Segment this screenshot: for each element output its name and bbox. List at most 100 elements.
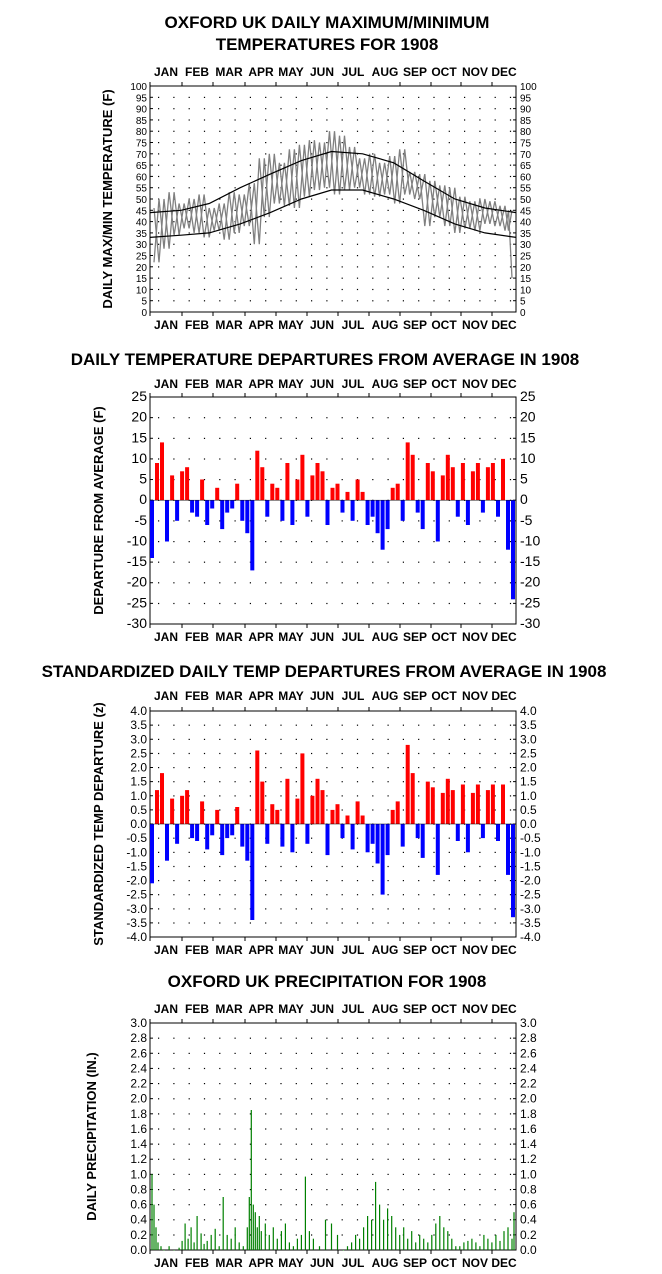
grid-dot	[234, 795, 236, 797]
grid-dot	[356, 437, 359, 439]
bar	[511, 500, 515, 600]
grid-dot	[448, 1173, 450, 1175]
grid-dot	[249, 479, 251, 481]
y-tick-label-left: 45	[136, 206, 148, 217]
grid-dot	[509, 809, 512, 811]
grid-dot	[479, 153, 481, 155]
grid-dot	[234, 724, 236, 726]
grid-dot	[479, 541, 481, 543]
y-tick-label-left: 1.4	[130, 1137, 147, 1151]
grid-dot	[494, 724, 496, 726]
plot-frame	[149, 396, 517, 625]
grid-dot	[418, 277, 420, 279]
grid-dot	[387, 865, 389, 868]
month-label-top: MAY	[278, 689, 304, 703]
bar	[351, 1242, 353, 1250]
y-axis-label: DEPARTURE FROM AVERAGE (F)	[91, 406, 106, 614]
grid-dot	[311, 300, 313, 302]
grid-dot	[494, 417, 496, 419]
grid-dot	[280, 795, 282, 797]
grid-dot	[158, 602, 160, 605]
grid-dot	[249, 1158, 251, 1160]
bar	[214, 1228, 216, 1250]
bar	[170, 475, 175, 501]
grid-dot	[173, 1052, 175, 1054]
bar	[255, 750, 260, 824]
grid-dot	[219, 164, 221, 166]
bar	[157, 1242, 159, 1250]
grid-dot	[372, 752, 374, 755]
grid-dot	[433, 243, 435, 245]
grid-dot	[249, 266, 251, 268]
bar	[479, 1246, 481, 1250]
grid-dot	[494, 561, 496, 563]
grid-dot	[418, 1098, 420, 1100]
grid-dot	[402, 1067, 404, 1070]
grid-dot	[173, 221, 175, 223]
grid-dot	[203, 300, 206, 302]
bar	[270, 804, 275, 824]
grid-dot	[356, 1067, 359, 1070]
bar	[410, 773, 415, 824]
grid-dot	[448, 894, 450, 896]
grid-dot	[509, 209, 512, 211]
grid-dot	[158, 908, 160, 910]
grid-dot	[341, 153, 343, 155]
grid-dot	[249, 153, 251, 155]
month-label-bottom: DEC	[491, 630, 517, 644]
grid-dot	[418, 153, 420, 155]
grid-dot	[341, 880, 343, 882]
grid-dot	[219, 153, 221, 155]
grid-dot	[402, 1204, 404, 1206]
grid-dot	[479, 1219, 481, 1221]
grid-dot	[326, 1098, 328, 1100]
grid-dot	[219, 837, 221, 839]
grid-dot	[311, 865, 313, 868]
bar	[265, 824, 270, 844]
bar	[151, 1174, 153, 1250]
grid-dot	[295, 894, 297, 896]
grid-dot	[326, 541, 328, 543]
month-label-bottom: NOV	[462, 943, 488, 957]
grid-dot	[448, 417, 450, 419]
grid-dot	[372, 1219, 374, 1221]
grid-dot	[265, 865, 267, 868]
grid-dot	[402, 520, 404, 522]
grid-dots	[158, 417, 512, 605]
bar	[210, 1234, 212, 1250]
grid-dot	[464, 1037, 466, 1039]
grid-dot	[356, 752, 359, 755]
grid-dot	[479, 602, 481, 605]
y-tick-label-left: 4.0	[130, 704, 147, 718]
grid-dot	[356, 1234, 359, 1236]
grid-dot	[448, 738, 450, 740]
grid-dot	[295, 1083, 297, 1085]
y-tick-label-right: 1.4	[520, 1137, 537, 1151]
grid-dot	[158, 232, 160, 234]
grid-dot	[265, 142, 267, 144]
grid-dot	[448, 277, 450, 279]
y-axis-label: DAILY PRECIPITATION (IN.)	[84, 1052, 99, 1221]
grid-dot	[295, 1173, 297, 1175]
grid-dot	[433, 1052, 435, 1054]
grid-dot	[509, 908, 512, 910]
month-label-top: AUG	[372, 1002, 399, 1016]
grid-dot	[188, 1128, 190, 1130]
grid-dot	[249, 142, 251, 144]
grid-dot	[372, 1234, 374, 1236]
grid-dot	[494, 1113, 496, 1115]
bar	[439, 1216, 441, 1250]
grid-dot	[326, 277, 328, 279]
month-label-bottom: JAN	[154, 943, 178, 957]
grid-dot	[464, 277, 466, 279]
month-label-top: NOV	[462, 65, 488, 79]
grid-dot	[219, 752, 221, 755]
grid-dot	[479, 175, 481, 178]
grid-dot	[448, 837, 450, 839]
y-tick-label-right: 1.0	[520, 789, 537, 803]
grid-dot	[280, 1128, 282, 1130]
grid-dot	[356, 582, 359, 584]
grid-dot	[188, 300, 190, 302]
grid-dot	[265, 1083, 267, 1085]
grid-dot	[509, 479, 512, 481]
